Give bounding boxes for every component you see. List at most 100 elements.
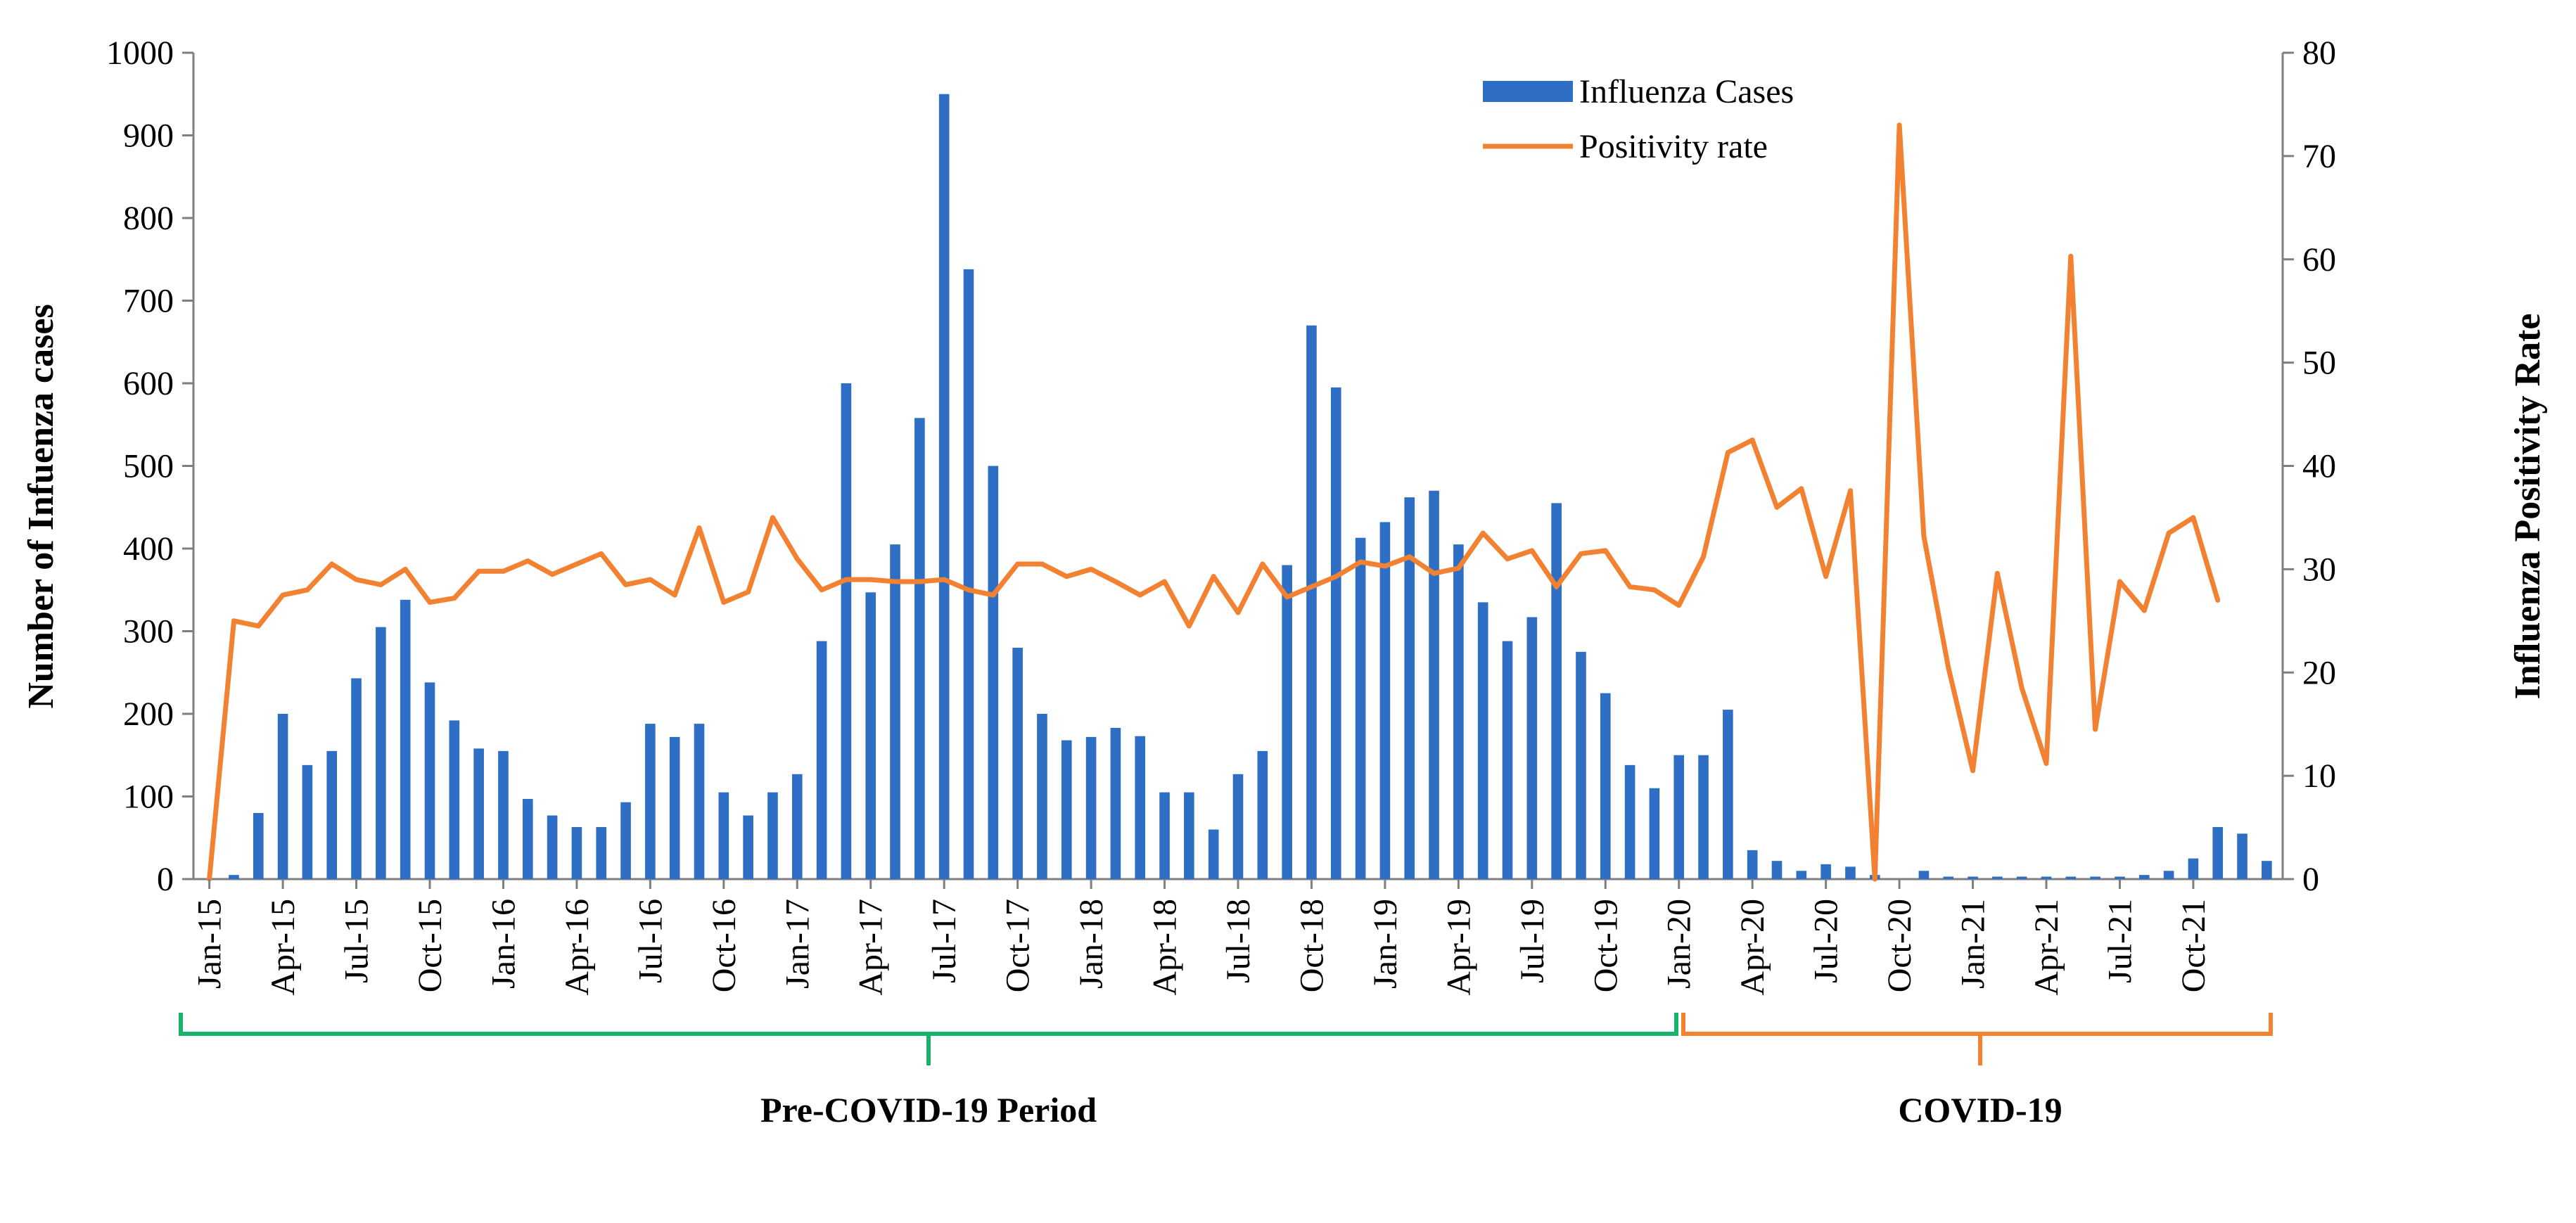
bar <box>1355 537 1366 879</box>
y-right-tick-label: 10 <box>2302 757 2336 795</box>
legend-bar-label: Influenza Cases <box>1579 73 1794 110</box>
y-right-tick-label: 0 <box>2302 861 2319 898</box>
y-axis-left-title: Number of Infuenza cases <box>21 304 61 708</box>
bar <box>498 750 509 879</box>
bar <box>791 774 803 879</box>
bar <box>2237 833 2247 879</box>
y-right-tick-label: 50 <box>2302 345 2336 382</box>
bar <box>1306 325 1317 879</box>
line-point <box>623 582 629 587</box>
x-tick-label: Apr-20 <box>1734 899 1771 996</box>
line-point <box>500 568 506 574</box>
line-point <box>1333 574 1339 580</box>
line-point <box>1725 449 1730 455</box>
positivity-rate-line <box>207 122 2221 882</box>
line-point <box>1015 561 1021 567</box>
bar <box>2041 876 2052 879</box>
bar <box>1012 648 1023 879</box>
x-tick-label: Jul-15 <box>338 899 376 983</box>
line-point <box>1113 579 1118 584</box>
line-point <box>1064 574 1069 580</box>
line-point <box>1308 584 1314 589</box>
x-tick-label: Jan-15 <box>191 899 229 989</box>
line-point <box>1235 610 1241 615</box>
x-tick-label: Jan-20 <box>1661 899 1698 989</box>
bar <box>2138 875 2150 879</box>
bar <box>1110 727 1121 879</box>
bar <box>1771 861 1783 879</box>
line-point <box>1358 559 1363 565</box>
covid-label: COVID-19 <box>1898 1090 2062 1129</box>
line-point <box>1382 563 1388 569</box>
bar <box>1037 714 1047 879</box>
line-point <box>1578 551 1583 556</box>
line-point <box>255 623 261 629</box>
y-left-tick-label: 700 <box>123 283 174 320</box>
x-tick-label: Jul-16 <box>632 899 669 983</box>
y-left-tick-label: 800 <box>123 200 174 237</box>
line-point <box>794 556 800 562</box>
bar <box>1673 755 1685 879</box>
line-point <box>721 599 727 605</box>
line-point <box>1799 486 1804 492</box>
x-tick-label: Jan-16 <box>485 899 522 989</box>
line-point <box>1480 530 1486 536</box>
line-point <box>2019 685 2025 691</box>
bar <box>1135 736 1146 879</box>
line-point <box>2068 253 2074 259</box>
y-left-tick-label: 300 <box>123 613 174 651</box>
x-tick-label: Oct-16 <box>706 899 743 992</box>
x-tick-label: Oct-18 <box>1293 899 1330 992</box>
line-point <box>647 577 653 582</box>
line-point <box>1554 584 1560 589</box>
line-point <box>746 589 751 595</box>
bar <box>1061 740 1072 879</box>
bar <box>620 802 631 879</box>
bar <box>1723 710 1733 879</box>
x-tick-label: Jan-21 <box>1955 899 1992 989</box>
line-point <box>1774 504 1780 510</box>
bar <box>1232 774 1244 879</box>
legend: Influenza Cases Positivity rate <box>1483 73 1794 165</box>
bar <box>694 724 705 879</box>
x-tick-label: Oct-17 <box>1000 899 1037 992</box>
line-point <box>231 618 236 624</box>
bar <box>1526 617 1538 879</box>
y-right-tick-label: 30 <box>2302 551 2336 588</box>
bar <box>1576 651 1586 879</box>
y-left-tick-label: 600 <box>123 365 174 402</box>
right-axis-ticks: 0 10 20 30 40 50 60 70 80 <box>2283 34 2336 898</box>
y-left-tick-label: 500 <box>123 448 174 485</box>
bar <box>1821 864 1831 879</box>
x-tick-label: Jan-19 <box>1367 899 1404 989</box>
line-point <box>1211 574 1216 580</box>
line-point <box>917 579 922 584</box>
left-axis-ticks: 0 100 200 300 400 500 600 700 800 900 1000 <box>106 34 193 898</box>
x-tick-label: Jul-20 <box>1808 899 1845 983</box>
line-point <box>2093 726 2098 732</box>
line-point <box>966 587 971 593</box>
bar <box>1600 693 1611 879</box>
line-point <box>427 599 433 605</box>
line-point <box>868 577 874 582</box>
line-point <box>378 582 383 587</box>
bar <box>1796 871 1807 879</box>
bar <box>2090 876 2100 879</box>
bar <box>988 466 999 879</box>
line-point <box>1260 561 1265 567</box>
x-tick-label: Apr-21 <box>2028 899 2065 996</box>
line-point <box>476 568 482 574</box>
pre-covid-bracket <box>179 1013 1678 1065</box>
x-axis-ticks: Jan-15 Apr-15 Jul-15 Oct-15 Jan-16 Apr-16 Jul-… <box>191 879 2212 996</box>
bar <box>376 627 386 879</box>
x-tick-label: Jul-19 <box>1514 899 1551 983</box>
bar <box>1208 829 1219 879</box>
line-point <box>305 587 310 593</box>
bar <box>1282 565 1292 879</box>
bar <box>963 269 974 880</box>
x-tick-label: Oct-20 <box>1881 899 1918 992</box>
bar <box>424 682 435 879</box>
y-right-tick-label: 80 <box>2302 34 2336 72</box>
bar <box>229 875 239 879</box>
y-left-tick-label: 400 <box>123 530 174 568</box>
